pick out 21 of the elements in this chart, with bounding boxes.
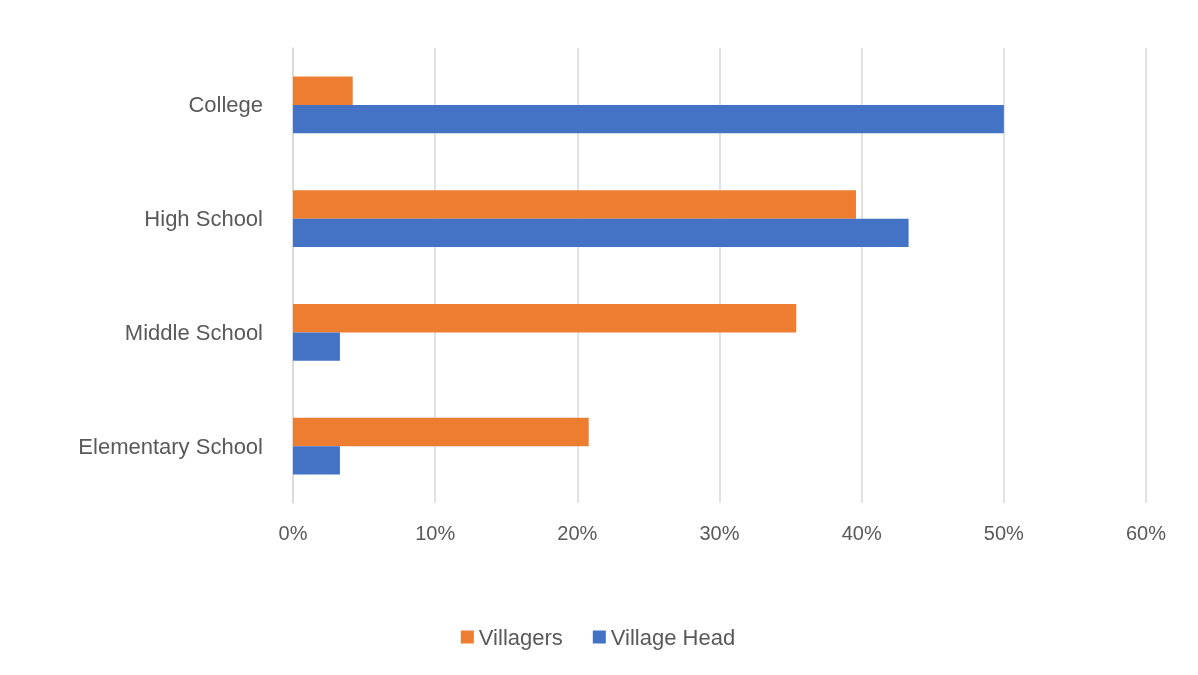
legend-label: Villagers (478, 624, 563, 650)
bar (293, 303, 797, 333)
y-tick-label: High School (144, 206, 263, 232)
y-tick-label: Middle School (124, 319, 263, 345)
y-tick-label: Elementary School (78, 433, 263, 459)
bar (293, 104, 1004, 134)
legend-label: Village Head (610, 624, 736, 650)
x-tick-label: 50% (983, 522, 1025, 544)
bar (293, 218, 909, 248)
bar (293, 332, 340, 361)
bar (293, 417, 589, 447)
bar (293, 76, 353, 105)
x-tick-label: 40% (841, 522, 882, 544)
x-tick-label: 0% (278, 522, 308, 544)
x-tick-label: 30% (699, 522, 740, 544)
y-tick-label: College (188, 92, 263, 118)
x-tick-label: 10% (415, 522, 456, 544)
x-tick-label: 20% (557, 522, 598, 544)
bar (293, 446, 340, 475)
bar (293, 190, 856, 219)
x-tick-label: 60% (1125, 522, 1167, 544)
